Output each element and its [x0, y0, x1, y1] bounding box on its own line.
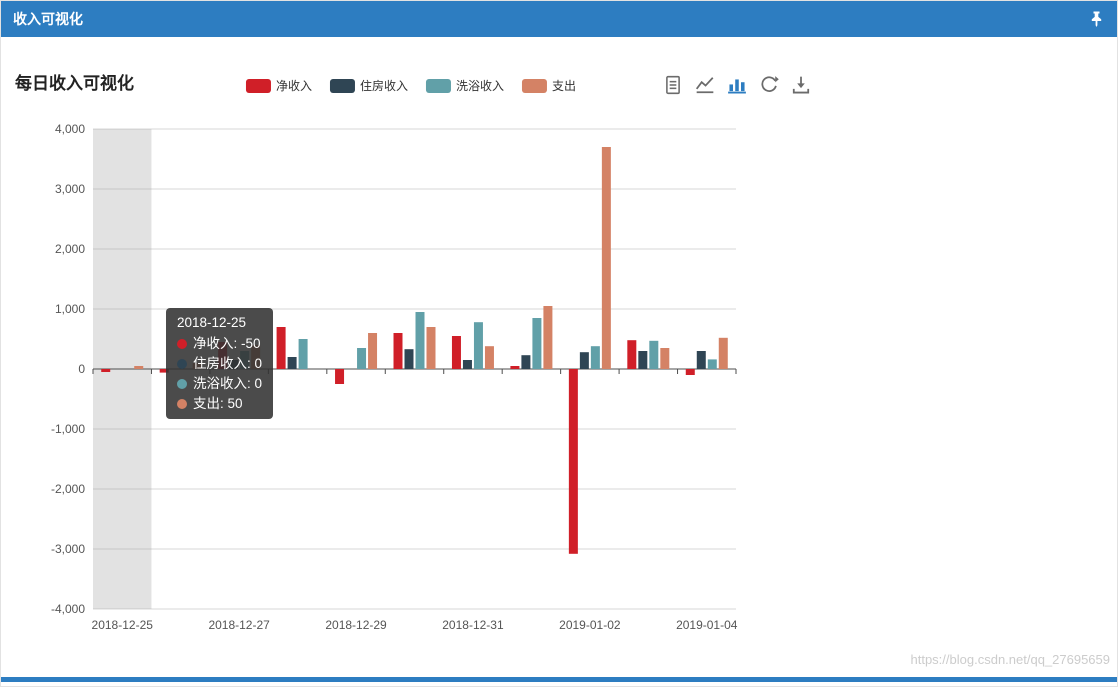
bar-支出[interactable]	[660, 348, 670, 369]
bar-洗浴收入[interactable]	[357, 348, 367, 369]
bar-洗浴收入[interactable]	[298, 339, 308, 369]
bar-净收入[interactable]	[451, 336, 461, 369]
bottom-accent-bar	[1, 677, 1117, 682]
bar-洗浴收入[interactable]	[473, 322, 483, 369]
bar-洗浴收入[interactable]	[415, 312, 425, 369]
legend-label: 净收入	[275, 79, 312, 93]
y-axis-label: -3,000	[51, 542, 85, 556]
bar-住房收入[interactable]	[638, 351, 648, 369]
bar-chart-icon[interactable]	[727, 75, 747, 95]
legend-swatch	[426, 78, 451, 93]
bar-洗浴收入[interactable]	[532, 318, 542, 369]
x-axis-label: 2018-12-29	[325, 618, 387, 632]
legend-swatch	[329, 78, 355, 93]
bar-支出[interactable]	[484, 346, 494, 369]
bar-住房收入[interactable]	[287, 357, 297, 369]
x-axis-label: 2019-01-04	[676, 618, 738, 632]
refresh-icon[interactable]	[759, 75, 779, 95]
bar-洗浴收入[interactable]	[649, 340, 659, 369]
bar-净收入[interactable]	[218, 342, 228, 369]
y-axis-label: 2,000	[55, 242, 85, 256]
y-axis-label: 4,000	[55, 122, 85, 136]
bar-净收入[interactable]	[159, 369, 169, 373]
legend-item-支出[interactable]: 支出	[522, 77, 576, 94]
x-axis-label: 2018-12-27	[208, 618, 270, 632]
bar-支出[interactable]	[426, 327, 436, 369]
x-axis-label: 2018-12-31	[442, 618, 504, 632]
chart-container: 每日收入可视化 净收入 住房收入 洗浴收入 支出	[1, 37, 821, 677]
bar-净收入[interactable]	[276, 327, 286, 369]
bar-支出[interactable]	[368, 333, 378, 369]
line-chart-icon[interactable]	[695, 75, 715, 95]
chart-toolbox	[663, 75, 811, 95]
bar-支出[interactable]	[251, 345, 261, 369]
x-axis-label: 2018-12-25	[92, 618, 154, 632]
legend-label: 住房收入	[359, 79, 408, 93]
bar-住房收入[interactable]	[521, 355, 531, 369]
bar-净收入[interactable]	[685, 369, 695, 375]
bar-支出[interactable]	[134, 366, 144, 369]
bar-住房收入[interactable]	[462, 360, 472, 369]
y-axis-label: 1,000	[55, 302, 85, 316]
y-axis-label: -4,000	[51, 602, 85, 616]
x-axis-label: 2019-01-02	[559, 618, 621, 632]
bar-住房收入[interactable]	[696, 351, 706, 369]
bar-净收入[interactable]	[393, 333, 403, 369]
bar-chart[interactable]: -4,000 -3,000 -2,000 -1,000 0 1,000 2,000 3,000…	[1, 113, 781, 643]
page-title: 每日收入可视化	[15, 74, 134, 93]
legend-item-洗浴收入[interactable]: 洗浴收入	[426, 77, 504, 94]
bar-住房收入[interactable]	[579, 352, 589, 369]
bar-支出[interactable]	[543, 306, 553, 369]
app-title: 收入可视化	[13, 11, 83, 27]
legend-swatch	[245, 78, 271, 93]
legend: 净收入 住房收入 洗浴收入 支出	[245, 77, 576, 94]
y-axis-label: -1,000	[51, 422, 85, 436]
bar-洗浴收入[interactable]	[707, 359, 717, 369]
bar-洗浴收入[interactable]	[240, 351, 250, 369]
bar-支出[interactable]	[718, 337, 728, 369]
bar-净收入[interactable]	[510, 366, 520, 369]
bar-住房收入[interactable]	[229, 360, 239, 369]
legend-label: 洗浴收入	[456, 79, 505, 93]
legend-item-净收入[interactable]: 净收入	[245, 77, 312, 94]
legend-label: 支出	[552, 79, 577, 93]
bar-住房收入[interactable]	[404, 349, 414, 369]
legend-swatch	[522, 78, 548, 93]
bar-支出[interactable]	[601, 147, 611, 369]
bar-支出[interactable]	[192, 363, 202, 369]
legend-item-住房收入[interactable]: 住房收入	[329, 77, 408, 94]
y-axis-label: -2,000	[51, 482, 85, 496]
data-view-icon[interactable]	[663, 75, 683, 95]
pin-icon[interactable]	[1090, 11, 1103, 27]
bar-净收入[interactable]	[335, 369, 345, 384]
y-axis-label: 0	[78, 362, 85, 376]
download-icon[interactable]	[791, 75, 811, 95]
bar-洗浴收入[interactable]	[590, 346, 600, 369]
y-axis-label: 3,000	[55, 182, 85, 196]
bar-净收入[interactable]	[627, 340, 637, 369]
watermark: https://blog.csdn.net/qq_27695659	[910, 652, 1111, 667]
bar-净收入[interactable]	[568, 369, 578, 554]
bar-净收入[interactable]	[101, 369, 111, 372]
header-bar: 收入可视化	[1, 1, 1117, 37]
